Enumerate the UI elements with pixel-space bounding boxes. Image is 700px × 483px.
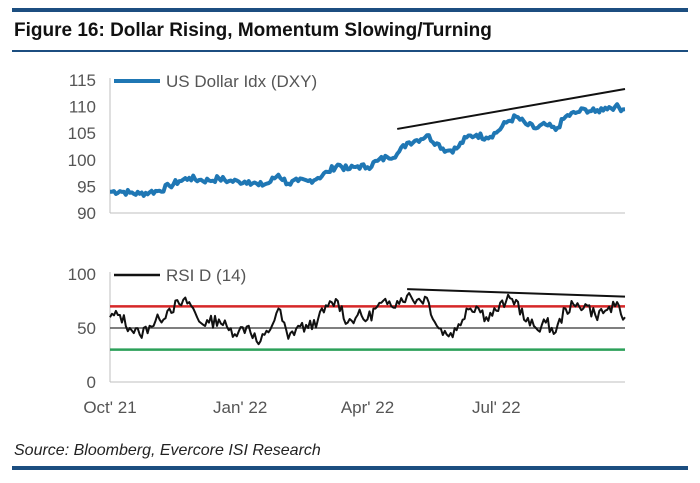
dxy-y-tick-label: 95	[77, 177, 96, 196]
bottom-brand-bar	[12, 466, 688, 470]
dxy-y-tick-label: 100	[68, 151, 96, 170]
dxy-series-line	[110, 102, 626, 198]
x-tick-label: Oct' 21	[83, 398, 136, 417]
rsi-y-tick-label: 50	[77, 319, 96, 338]
rsi-y-tick-labels: 0 50 100	[68, 265, 96, 392]
title-rule	[12, 50, 688, 52]
rsi-trend-line	[407, 288, 626, 298]
x-tick-labels: Oct' 21 Jan' 22 Apr' 22 Jul' 22	[83, 398, 520, 417]
dxy-y-tick-label: 90	[77, 204, 96, 223]
x-tick-label: Jan' 22	[213, 398, 267, 417]
figure-title: Figure 16: Dollar Rising, Momentum Slowi…	[14, 20, 492, 41]
dxy-y-tick-labels: 90 95 100 105 110 115	[68, 71, 96, 223]
x-tick-label: Jul' 22	[472, 398, 521, 417]
dxy-y-tick-label: 110	[69, 98, 96, 117]
rsi-panel: 0 50 100 Oct' 21 Jan' 22 Apr' 22 Jul' 22 RSI …	[68, 265, 626, 417]
x-tick-label: Apr' 22	[341, 398, 394, 417]
dxy-trend-line	[397, 88, 626, 130]
dxy-legend-label: US Dollar Idx (DXY)	[166, 72, 317, 91]
rsi-series-line	[109, 292, 626, 346]
rsi-y-tick-label: 0	[87, 373, 96, 392]
top-brand-bar	[12, 8, 688, 12]
dxy-y-tick-label: 115	[69, 71, 96, 90]
rsi-y-tick-label: 100	[68, 265, 96, 284]
dxy-panel: 90 95 100 105 110 115 US Dollar Idx (DXY)	[68, 71, 626, 223]
source-note: Source: Bloomberg, Evercore ISI Research	[14, 442, 321, 459]
rsi-legend-label: RSI D (14)	[166, 266, 246, 285]
dxy-y-tick-label: 105	[68, 124, 96, 143]
